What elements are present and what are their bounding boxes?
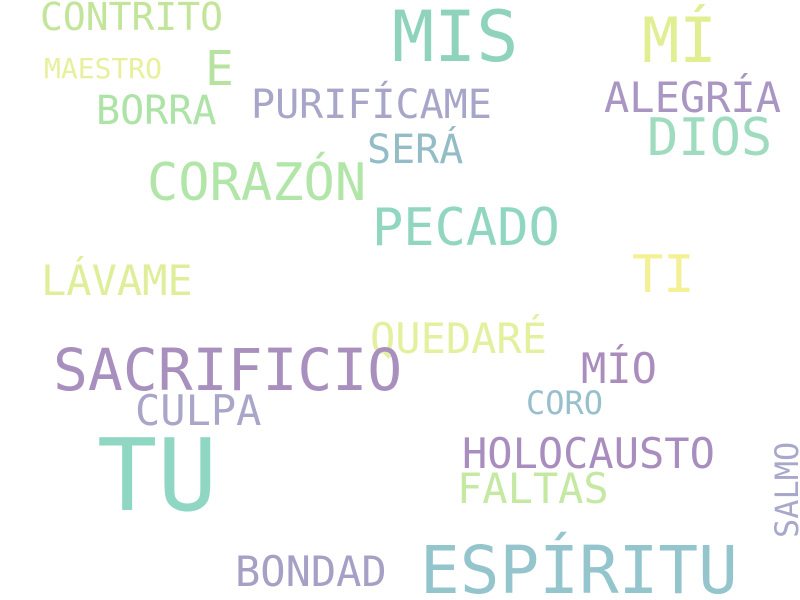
word-purificame: PURIFÍCAME bbox=[251, 82, 492, 128]
word-corazon: CORAZÓN bbox=[147, 153, 367, 213]
word-salmo: SALMO bbox=[768, 441, 800, 538]
word-mis: MIS bbox=[392, 0, 519, 78]
word-holocausto: HOLOCAUSTO bbox=[462, 429, 715, 478]
word-tu: TU bbox=[97, 417, 218, 534]
word-maestro: MAESTRO bbox=[44, 52, 163, 85]
word-sacrificio: SACRIFICIO bbox=[53, 336, 403, 404]
word-e: E bbox=[205, 41, 234, 97]
word-mio: MÍO bbox=[581, 344, 657, 393]
word-pecado: PECADO bbox=[372, 198, 560, 258]
word-bondad: BONDAD bbox=[235, 547, 387, 596]
word-coro: CORO bbox=[526, 384, 604, 422]
word-mi: MÍ bbox=[642, 4, 717, 77]
word-contrito: CONTRITO bbox=[40, 0, 224, 39]
word-lavame: LÁVAME bbox=[41, 256, 193, 305]
word-culpa: CULPA bbox=[135, 386, 262, 435]
word-quedare: QUEDARÉ bbox=[370, 314, 548, 363]
word-dios: DIOS bbox=[647, 108, 773, 168]
word-alegria: ALEGRÍA bbox=[604, 73, 782, 122]
word-espiritu: ESPÍRITU bbox=[420, 532, 738, 600]
word-faltas: FALTAS bbox=[457, 464, 609, 513]
word-borra: BORRA bbox=[96, 88, 217, 134]
word-sera: SERÁ bbox=[367, 127, 464, 173]
word-ti: TI bbox=[632, 245, 695, 305]
